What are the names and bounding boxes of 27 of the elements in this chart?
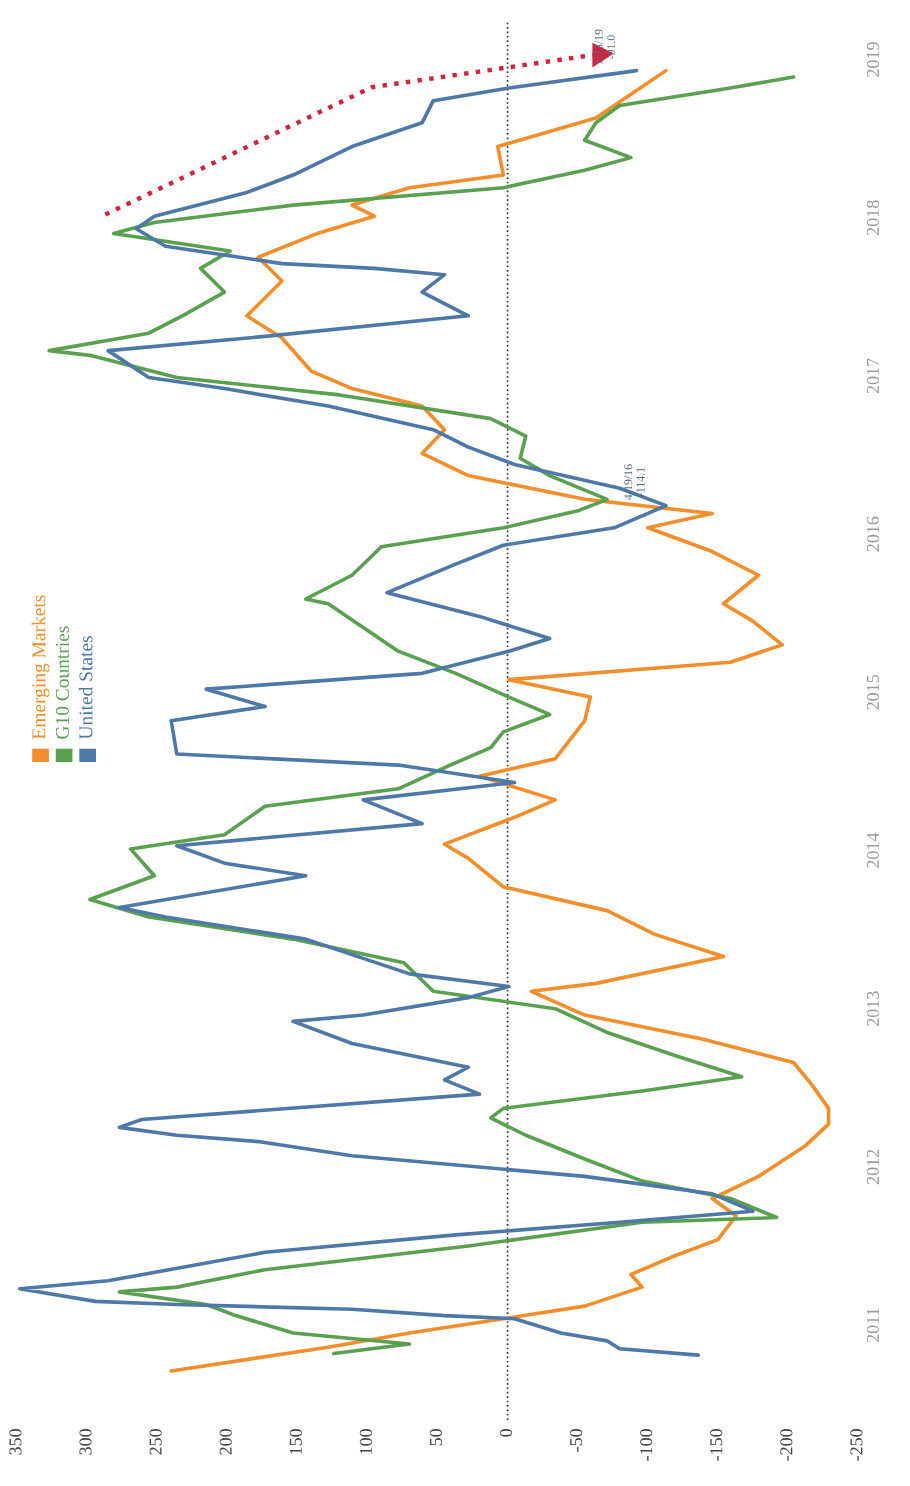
x-tick-label: -250 <box>850 1429 863 1461</box>
text: G10 Countries <box>55 626 69 739</box>
x-tick-label: 300 <box>79 1429 92 1455</box>
line-series <box>169 68 831 1373</box>
y-tick-label: 2018 <box>866 200 880 235</box>
y-tick-label: 2011 <box>866 1308 880 1343</box>
text: Emerging Markets <box>31 595 50 740</box>
x-tick-label: 200 <box>219 1429 232 1455</box>
x-tick-label: 50 <box>429 1429 443 1446</box>
x-tick-label: 150 <box>289 1429 302 1454</box>
y-tick-label: 2019 <box>866 42 880 77</box>
x-tick-label: 100 <box>359 1429 372 1454</box>
y-tick-label: 2016 <box>866 516 880 552</box>
x-tick-label: 350 <box>9 1429 22 1455</box>
x-tick-label: -150 <box>710 1429 723 1461</box>
x-tick-label: -200 <box>780 1429 793 1461</box>
text: United States <box>78 636 93 740</box>
x-tick-label: -100 <box>640 1429 653 1461</box>
y-tick-label: 2012 <box>866 1149 880 1185</box>
y-tick-label: 2017 <box>866 358 880 394</box>
x-tick-label: -50 <box>570 1429 583 1452</box>
x-tick-label: 250 <box>149 1429 162 1455</box>
y-tick-label: 2014 <box>866 832 880 868</box>
x-tick-label: 0 <box>499 1429 513 1437</box>
y-tick-label: 2015 <box>866 674 880 710</box>
annotation: 1/23/19 -91.0 <box>594 29 616 65</box>
y-tick-label: 2013 <box>866 991 880 1026</box>
